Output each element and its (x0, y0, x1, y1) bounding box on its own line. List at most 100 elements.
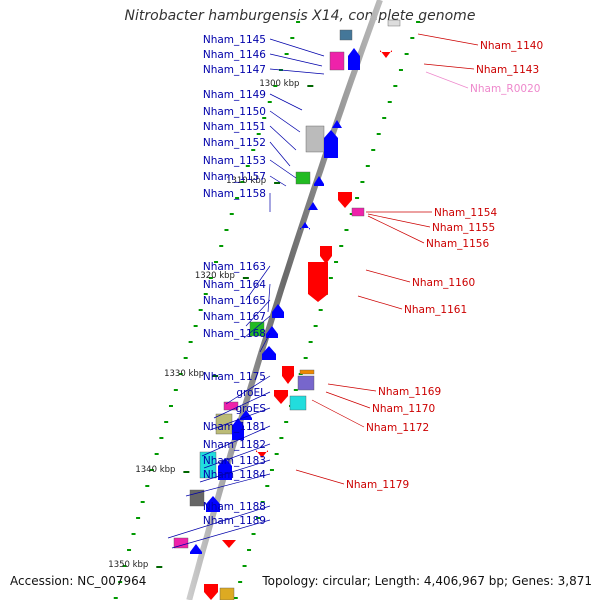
leader-line (209, 407, 271, 431)
leader-line (269, 110, 301, 133)
tick-mark (269, 469, 274, 471)
tick-mark (113, 597, 118, 599)
gene-label-Nham_1169: Nham_1169 (378, 386, 441, 398)
tick-mark (371, 149, 376, 151)
gene-block (222, 540, 236, 548)
gene-label-Nham_1150: Nham_1150 (203, 106, 266, 118)
tick-mark (387, 101, 392, 103)
scale-tick-label: 1300 kbp (259, 79, 299, 89)
gene-block (215, 413, 233, 435)
gene-label-Nham_1155: Nham_1155 (432, 222, 495, 234)
gene-label-Nham_R0020: Nham_R0020 (470, 83, 540, 95)
gene-label-groES: groES (236, 403, 267, 415)
tick-mark (247, 549, 252, 551)
leader-line (167, 505, 271, 539)
accession-text: Accession: NC_007964 (10, 574, 147, 588)
leader-line (245, 265, 271, 301)
tick-mark (293, 389, 298, 391)
gene-block (295, 171, 311, 185)
gene-block (308, 262, 328, 302)
tick-mark (303, 357, 308, 359)
tick-mark (214, 261, 219, 263)
gene-block (299, 369, 315, 375)
genome-summary-text: Topology: circular; Length: 4,406,967 bp… (262, 574, 592, 588)
scale-tick-label: 1340 kbp (135, 465, 175, 475)
leader-line (269, 53, 323, 67)
gene-tracks (113, 0, 421, 600)
tick-mark (251, 149, 256, 151)
leader-line (269, 93, 303, 111)
tick-mark (149, 469, 154, 471)
gene-label-Nham_1181: Nham_1181 (203, 421, 266, 433)
scale-tick (274, 182, 281, 184)
tick-mark (355, 197, 360, 199)
scale-tick-label: 1330 kbp (164, 369, 204, 379)
gene-label-Nham_1163: Nham_1163 (203, 261, 266, 273)
leader-line (213, 391, 271, 419)
gene-block (173, 537, 189, 549)
scale-tick-label: 1350 kbp (108, 560, 148, 570)
tick-mark (416, 21, 421, 23)
leader-line (425, 71, 469, 89)
tick-mark (410, 37, 415, 39)
gene-label-Nham_1143: Nham_1143 (476, 64, 539, 76)
tick-mark (178, 373, 183, 375)
gene-label-Nham_1168: Nham_1168 (203, 328, 266, 340)
tick-mark (344, 229, 349, 231)
gene-label-Nham_1151: Nham_1151 (203, 121, 266, 133)
tick-mark (238, 581, 243, 583)
gene-label-Nham_1189: Nham_1189 (203, 515, 266, 527)
tick-mark (313, 325, 318, 327)
tick-mark (154, 453, 159, 455)
gene-block (308, 202, 318, 210)
gene-label-Nham_1160: Nham_1160 (412, 277, 475, 289)
gene-label-Nham_1149: Nham_1149 (203, 89, 266, 101)
tick-mark (360, 181, 365, 183)
gene-label-Nham_1153: Nham_1153 (203, 155, 266, 167)
gene-block (329, 51, 345, 71)
tick-mark (240, 181, 245, 183)
leader-line (367, 215, 425, 244)
gene-label-Nham_1145: Nham_1145 (203, 34, 266, 46)
tick-mark (398, 69, 403, 71)
gene-block (338, 192, 352, 208)
tick-mark (242, 565, 247, 567)
leader-line (295, 469, 345, 485)
tick-mark (273, 85, 278, 87)
leader-line (365, 269, 411, 283)
tick-mark (404, 53, 409, 55)
gene-block (204, 584, 218, 600)
leader-line (327, 383, 377, 392)
scale-tick (242, 277, 249, 279)
gene-label-Nham_1179: Nham_1179 (346, 479, 409, 491)
leader-line (417, 33, 479, 46)
genome-backbone (186, 0, 383, 600)
tick-mark (122, 565, 127, 567)
gene-block (206, 496, 220, 512)
tick-mark (183, 357, 188, 359)
gene-label-Nham_1157: Nham_1157 (203, 171, 266, 183)
gene-block (232, 418, 244, 440)
gene-block (240, 410, 252, 420)
leader-line (423, 63, 475, 70)
tick-mark (365, 165, 370, 167)
tick-mark (140, 501, 145, 503)
gene-label-Nham_1158: Nham_1158 (203, 188, 266, 200)
gene-label-Nham_1152: Nham_1152 (203, 137, 266, 149)
tick-mark (229, 213, 234, 215)
gene-block (256, 450, 268, 458)
tick-mark (334, 261, 339, 263)
scale-tick (183, 471, 190, 473)
leader-line (267, 283, 271, 313)
gene-block (219, 587, 235, 600)
gene-block (348, 48, 360, 70)
gene-block (274, 390, 288, 404)
tick-mark (262, 117, 267, 119)
leader-line (225, 375, 271, 405)
gene-block (380, 50, 392, 58)
leader-line (357, 295, 403, 310)
leader-line (203, 443, 271, 469)
leader-line (325, 391, 371, 409)
gene-label-Nham_1156: Nham_1156 (426, 238, 489, 250)
tick-mark (224, 229, 229, 231)
